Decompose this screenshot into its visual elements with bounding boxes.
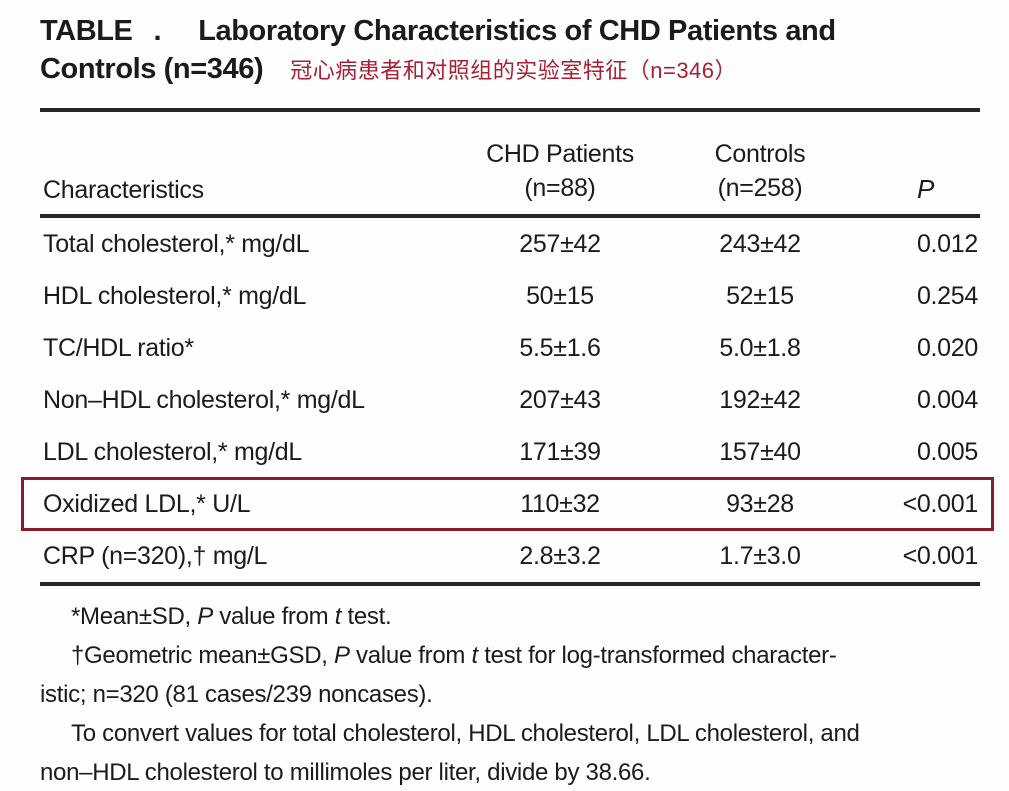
header-characteristics: Characteristics <box>43 176 204 204</box>
table-title-line1: TABLE. Laboratory Characteristics of CHD … <box>40 12 980 50</box>
row-controls-value: 52±15 <box>726 281 794 310</box>
table-bottom-rule <box>40 582 980 586</box>
row-chd-value: 171±39 <box>519 437 601 466</box>
table-footnotes: *Mean±SD, P value from t test. †Geometri… <box>40 597 980 791</box>
header-controls-line1: Controls <box>714 140 806 168</box>
table-label: TABLE <box>40 15 133 47</box>
row-chd-value: 50±15 <box>526 281 594 310</box>
footnote-geometric-mean: †Geometric mean±GSD, P value from t test… <box>40 642 837 708</box>
table-row-oxidized-ldl-highlighted: Oxidized LDL,* U/L 110±32 93±28 <0.001 <box>21 477 994 531</box>
table-row-non-hdl-cholesterol: Non–HDL cholesterol,* mg/dL 207±43 192±4… <box>40 374 980 426</box>
header-chd-patients-n: (n=88) <box>524 174 596 202</box>
row-controls-value: 243±42 <box>719 229 801 258</box>
row-p-value: 0.005 <box>916 437 978 466</box>
header-controls: Controls (n=258) <box>660 137 860 205</box>
table-title-line2: Controls (n=346) 冠心病患者和对照组的实验室特征（n=346） <box>40 50 980 90</box>
row-p-value: 0.004 <box>916 385 978 414</box>
chinese-translation-annotation: 冠心病患者和对照组的实验室特征（n=346） <box>290 58 738 83</box>
row-characteristic: Total cholesterol,* mg/dL <box>43 229 310 258</box>
row-p-value: 0.254 <box>916 281 978 310</box>
row-chd-value: 2.8±3.2 <box>519 541 601 570</box>
table-row-total-cholesterol: Total cholesterol,* mg/dL 257±42 243±42 … <box>40 218 980 270</box>
table-header-rule <box>40 214 980 218</box>
row-p-value: 0.020 <box>916 333 978 362</box>
table-header-row: Characteristics CHD Patients (n=88) Cont… <box>40 112 980 214</box>
table-top-rule <box>40 108 980 112</box>
table-row-hdl-cholesterol: HDL cholesterol,* mg/dL 50±15 52±15 0.25… <box>40 270 980 322</box>
row-controls-value: 1.7±3.0 <box>719 541 801 570</box>
row-controls-value: 157±40 <box>719 437 801 466</box>
row-p-value: <0.001 <box>902 541 979 570</box>
header-p-value: P <box>916 174 934 204</box>
row-chd-value: 257±42 <box>519 229 601 258</box>
header-chd-patients: CHD Patients (n=88) <box>460 137 660 205</box>
row-controls-value: 93±28 <box>726 489 794 518</box>
row-p-value: 0.012 <box>916 229 978 258</box>
row-chd-value: 5.5±1.6 <box>519 333 601 362</box>
footnote-conversion: To convert values for total cholesterol,… <box>40 720 860 786</box>
row-characteristic: LDL cholesterol,* mg/dL <box>43 437 302 466</box>
table-title-text-2: Controls (n=346) <box>40 53 264 85</box>
table-title-text: Laboratory Characteristics of CHD Patien… <box>198 15 836 47</box>
table-row-crp: CRP (n=320),† mg/L 2.8±3.2 1.7±3.0 <0.00… <box>40 530 980 582</box>
row-p-value: <0.001 <box>902 489 979 518</box>
row-characteristic: Non–HDL cholesterol,* mg/dL <box>43 385 365 414</box>
lab-characteristics-table: Characteristics CHD Patients (n=88) Cont… <box>21 108 994 586</box>
header-controls-n: (n=258) <box>717 174 803 202</box>
header-chd-patients-line1: CHD Patients <box>486 140 634 168</box>
table-row-ldl-cholesterol: LDL cholesterol,* mg/dL 171±39 157±40 0.… <box>40 426 980 478</box>
row-controls-value: 5.0±1.8 <box>719 333 801 362</box>
row-chd-value: 110±32 <box>520 489 600 518</box>
table-number-dot: . <box>153 15 162 47</box>
table-title: TABLE. Laboratory Characteristics of CHD … <box>40 12 980 90</box>
row-characteristic: TC/HDL ratio* <box>43 333 194 362</box>
row-controls-value: 192±42 <box>719 385 801 414</box>
row-chd-value: 207±43 <box>519 385 601 414</box>
row-characteristic: CRP (n=320),† mg/L <box>43 541 268 570</box>
row-characteristic: Oxidized LDL,* U/L <box>43 489 251 518</box>
row-characteristic: HDL cholesterol,* mg/dL <box>43 281 307 310</box>
footnote-mean-sd: *Mean±SD, P value from t test. <box>71 603 392 630</box>
table-row-tc-hdl-ratio: TC/HDL ratio* 5.5±1.6 5.0±1.8 0.020 <box>40 322 980 374</box>
